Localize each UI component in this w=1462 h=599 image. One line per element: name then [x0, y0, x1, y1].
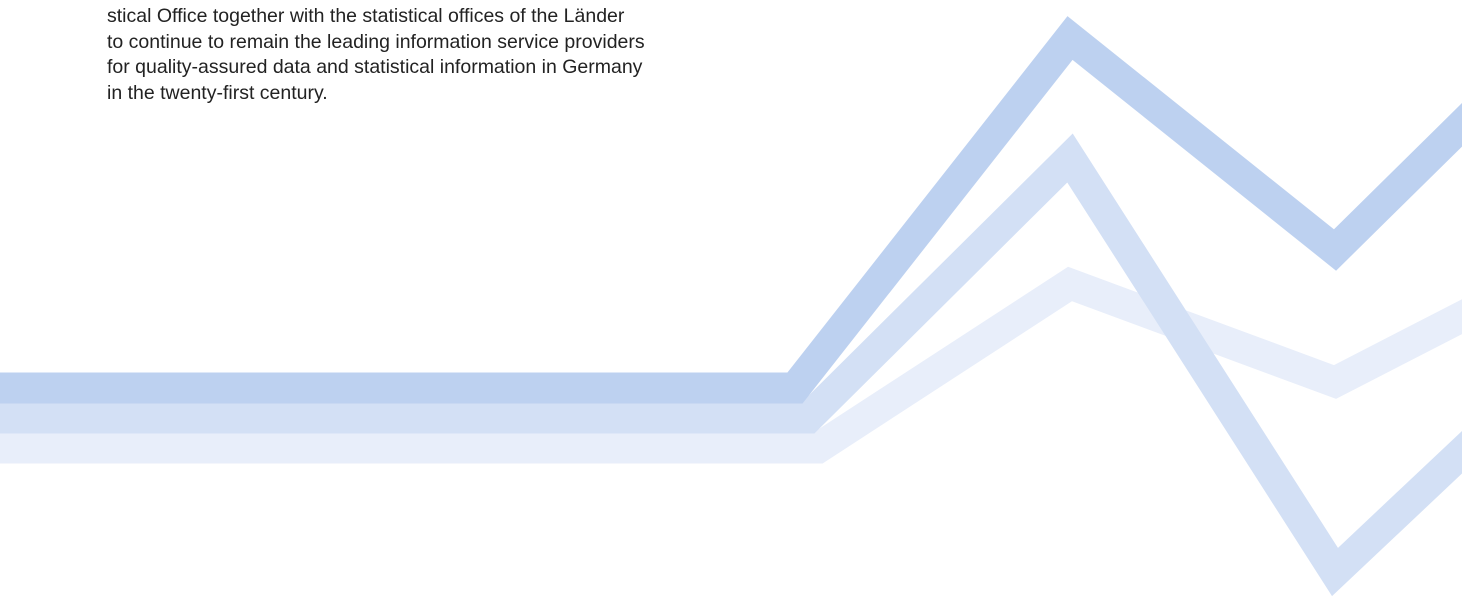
text-line: for quality-assured data and statistical… [107, 56, 643, 78]
text-line: to continue to remain the leading inform… [107, 30, 645, 53]
band-medium [0, 133, 1462, 597]
text-line: stical Office together with the statisti… [107, 5, 625, 27]
band-dark [0, 16, 1462, 404]
paragraph: stical Office together with the statisti… [107, 4, 645, 106]
text-line: in the twenty-first century. [107, 81, 328, 104]
band-light [0, 266, 1462, 464]
